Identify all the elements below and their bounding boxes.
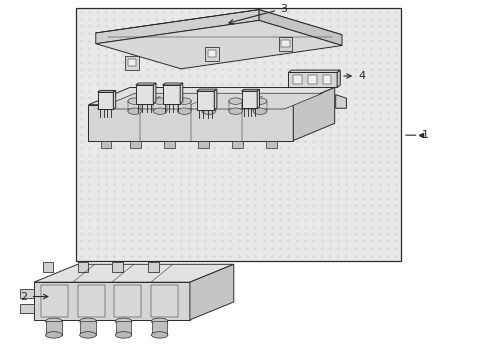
Polygon shape — [189, 264, 233, 320]
Bar — [101, 140, 111, 148]
Ellipse shape — [153, 108, 166, 114]
Polygon shape — [336, 70, 340, 87]
Polygon shape — [148, 262, 159, 272]
Ellipse shape — [253, 98, 266, 104]
Ellipse shape — [202, 108, 215, 114]
Ellipse shape — [151, 318, 167, 324]
Polygon shape — [153, 83, 156, 104]
Polygon shape — [259, 10, 341, 45]
Polygon shape — [196, 91, 214, 110]
Bar — [152, 321, 167, 335]
Bar — [198, 140, 208, 148]
Polygon shape — [96, 21, 341, 69]
Bar — [130, 140, 141, 148]
Ellipse shape — [115, 318, 132, 324]
Polygon shape — [42, 262, 53, 272]
Text: 3: 3 — [228, 4, 286, 24]
Ellipse shape — [80, 318, 96, 324]
Polygon shape — [34, 264, 233, 282]
Polygon shape — [162, 83, 183, 85]
Bar — [80, 321, 96, 335]
Polygon shape — [151, 285, 177, 318]
Ellipse shape — [202, 98, 215, 104]
Polygon shape — [335, 95, 346, 108]
Polygon shape — [97, 93, 322, 109]
Polygon shape — [241, 89, 259, 91]
Polygon shape — [278, 37, 292, 51]
Ellipse shape — [128, 108, 141, 114]
Polygon shape — [288, 72, 336, 87]
Bar — [46, 321, 61, 335]
Bar — [76, 8, 400, 261]
Polygon shape — [88, 105, 293, 140]
Ellipse shape — [45, 332, 62, 338]
Polygon shape — [180, 83, 183, 104]
Polygon shape — [98, 92, 113, 109]
Polygon shape — [125, 56, 139, 70]
Polygon shape — [205, 47, 219, 61]
Polygon shape — [162, 85, 180, 104]
Ellipse shape — [151, 332, 167, 338]
Polygon shape — [20, 304, 34, 313]
Ellipse shape — [128, 98, 141, 104]
Bar — [208, 50, 216, 57]
Polygon shape — [293, 87, 334, 140]
Polygon shape — [98, 90, 116, 92]
Polygon shape — [196, 89, 217, 91]
Polygon shape — [96, 10, 259, 44]
Bar — [307, 75, 316, 85]
Polygon shape — [288, 70, 340, 72]
Polygon shape — [78, 285, 104, 318]
Polygon shape — [34, 282, 189, 320]
Bar — [293, 75, 302, 85]
Bar — [116, 321, 131, 335]
Bar — [281, 40, 289, 47]
Bar — [127, 59, 136, 66]
Bar — [232, 140, 243, 148]
Polygon shape — [112, 262, 122, 272]
Ellipse shape — [228, 108, 242, 114]
Polygon shape — [136, 83, 156, 85]
Polygon shape — [78, 262, 88, 272]
Polygon shape — [214, 89, 217, 110]
Text: 4: 4 — [343, 71, 365, 81]
Ellipse shape — [228, 98, 242, 104]
Ellipse shape — [153, 98, 166, 104]
Ellipse shape — [115, 332, 132, 338]
Polygon shape — [257, 89, 259, 108]
Text: 1: 1 — [405, 130, 427, 140]
Polygon shape — [113, 90, 116, 109]
Polygon shape — [241, 91, 257, 108]
Polygon shape — [136, 85, 153, 104]
Bar — [266, 140, 277, 148]
Bar — [163, 140, 174, 148]
Polygon shape — [114, 285, 141, 318]
Text: 2: 2 — [20, 292, 48, 302]
Bar — [322, 75, 330, 85]
Polygon shape — [88, 87, 334, 105]
Polygon shape — [41, 285, 68, 318]
Ellipse shape — [253, 108, 266, 114]
Ellipse shape — [45, 318, 62, 324]
Ellipse shape — [177, 108, 191, 114]
Polygon shape — [96, 10, 341, 58]
Polygon shape — [20, 289, 34, 298]
Ellipse shape — [177, 98, 191, 104]
Ellipse shape — [80, 332, 96, 338]
